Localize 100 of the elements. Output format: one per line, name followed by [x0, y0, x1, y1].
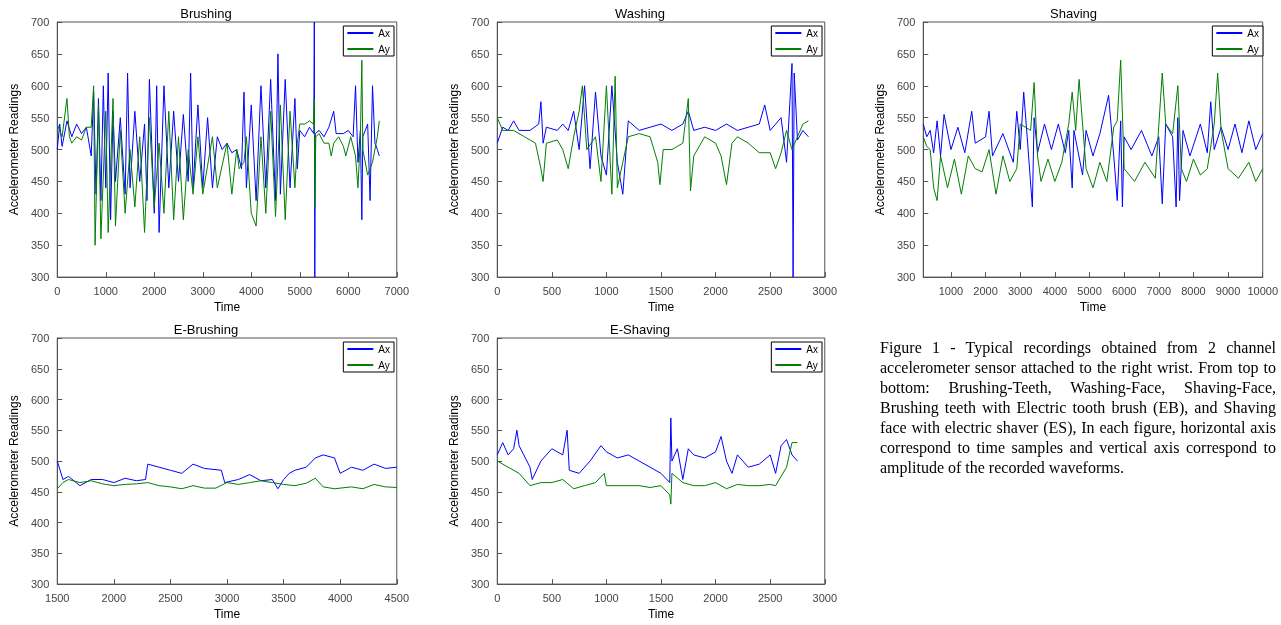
x-tick-label: 3000: [214, 591, 240, 604]
y-tick-label: 550: [470, 424, 490, 437]
y-tick-label: 400: [30, 207, 50, 220]
line-series: [496, 75, 809, 195]
x-tick-label: 7000: [384, 284, 410, 297]
legend-label: Ay: [1247, 43, 1259, 55]
x-tick-label: 2500: [757, 284, 783, 297]
line-series: [922, 91, 1264, 208]
y-tick-label: 700: [470, 332, 490, 344]
x-tick-label: 8000: [1181, 284, 1206, 297]
line-series: [56, 454, 398, 490]
x-axis-title: Time: [647, 300, 675, 314]
chart-title: E-Brushing: [173, 322, 239, 337]
x-tick-label: 1500: [648, 591, 674, 604]
x-tick-label: 2500: [757, 591, 783, 604]
y-tick-label: 450: [30, 485, 50, 498]
x-tick-label: 2000: [703, 284, 728, 297]
legend-label: Ax: [378, 27, 390, 39]
y-tick-label: 400: [470, 516, 490, 529]
x-tick-label: 0: [54, 284, 61, 297]
x-tick-label: 1000: [594, 591, 619, 604]
y-tick-label: 550: [30, 111, 50, 124]
y-tick-label: 550: [896, 111, 916, 124]
x-axis-title: Time: [1079, 300, 1107, 314]
y-tick-label: 500: [470, 455, 490, 468]
y-tick-label: 350: [470, 547, 490, 560]
line-series: [496, 442, 798, 505]
y-tick-label: 650: [30, 47, 50, 60]
y-tick-label: 400: [896, 207, 916, 220]
y-tick-label: 600: [30, 393, 50, 406]
y-tick-label: 650: [470, 47, 490, 60]
x-tick-label: 9000: [1215, 284, 1241, 297]
line-series: [56, 59, 380, 246]
y-tick-label: 450: [30, 175, 50, 188]
x-tick-label: 7000: [1146, 284, 1172, 297]
x-axis-title: Time: [647, 607, 675, 621]
chart-title: Shaving: [1050, 6, 1097, 21]
x-tick-label: 3000: [1008, 284, 1033, 297]
y-tick-label: 300: [470, 271, 490, 284]
y-tick-label: 300: [896, 271, 916, 284]
line-series: [496, 62, 809, 278]
x-tick-label: 1000: [93, 284, 118, 297]
y-axis-title: Accelerometer Readings: [447, 395, 461, 527]
x-axis-title: Time: [213, 300, 241, 314]
y-tick-label: 400: [470, 207, 490, 220]
y-tick-label: 700: [30, 16, 50, 28]
y-tick-label: 600: [470, 393, 490, 406]
y-tick-label: 600: [470, 79, 490, 92]
y-tick-label: 600: [30, 79, 50, 92]
y-tick-label: 350: [470, 239, 490, 252]
x-tick-label: 1000: [594, 284, 619, 297]
y-tick-label: 450: [470, 485, 490, 498]
y-tick-label: 700: [896, 16, 916, 28]
y-tick-label: 350: [896, 239, 916, 252]
y-tick-label: 350: [30, 239, 50, 252]
x-tick-label: 1000: [938, 284, 964, 297]
y-axis-title: Accelerometer Readings: [873, 83, 887, 216]
y-tick-label: 500: [30, 455, 50, 468]
x-tick-label: 6000: [1111, 284, 1137, 297]
x-axis-title: Time: [213, 607, 241, 621]
legend-label: Ax: [806, 27, 818, 39]
line-series: [922, 59, 1264, 202]
legend-label: Ax: [806, 343, 818, 355]
legend-label: Ay: [806, 359, 818, 371]
x-tick-label: 10000: [1247, 284, 1278, 297]
y-tick-label: 450: [470, 175, 490, 188]
y-tick-label: 700: [30, 332, 50, 344]
legend-label: Ay: [378, 359, 390, 371]
y-tick-label: 400: [30, 516, 50, 529]
x-tick-label: 2000: [142, 284, 167, 297]
x-tick-label: 6000: [336, 284, 361, 297]
y-tick-label: 600: [896, 79, 916, 92]
y-tick-label: 700: [470, 16, 490, 28]
x-tick-label: 4000: [1042, 284, 1068, 297]
y-tick-label: 650: [30, 362, 50, 375]
x-tick-label: 500: [542, 284, 562, 297]
y-tick-label: 500: [30, 143, 50, 156]
y-axis-title: Accelerometer Readings: [7, 83, 21, 216]
x-tick-label: 4500: [384, 591, 410, 604]
x-tick-label: 0: [494, 284, 501, 297]
x-tick-label: 2000: [703, 591, 728, 604]
y-tick-label: 300: [30, 578, 50, 591]
x-tick-label: 0: [494, 591, 501, 604]
x-tick-label: 4000: [327, 591, 353, 604]
y-tick-label: 550: [30, 424, 50, 437]
legend-label: Ax: [1247, 27, 1259, 39]
line-series: [56, 477, 398, 490]
legend-label: Ay: [378, 43, 390, 55]
caption: Figure 1 - Typical recordings obtained from 2 channel accelerometer sensor attached to the right wrist. From top to bottom: Brushing-Teeth, Washing-Face, Shaving-Face, Brushing teeth with Electric tooth brush (EB), and Shaving face with electric shaver (ES), In each figure, horizontal axis correspond to time samples and vertical axis correspond to amplitude of the recorded waveforms.: [880, 338, 1276, 478]
legend-label: Ax: [378, 343, 390, 355]
y-axis-title: Accelerometer Readings: [447, 83, 461, 216]
x-tick-label: 4000: [239, 284, 264, 297]
y-tick-label: 550: [470, 111, 490, 124]
x-tick-label: 2000: [973, 284, 998, 297]
y-tick-label: 350: [30, 547, 50, 560]
chart-title: E-Shaving: [610, 322, 670, 337]
x-tick-label: 5000: [1077, 284, 1102, 297]
x-tick-label: 1500: [648, 284, 674, 297]
x-tick-label: 2000: [101, 591, 127, 604]
x-tick-label: 3000: [812, 284, 838, 297]
